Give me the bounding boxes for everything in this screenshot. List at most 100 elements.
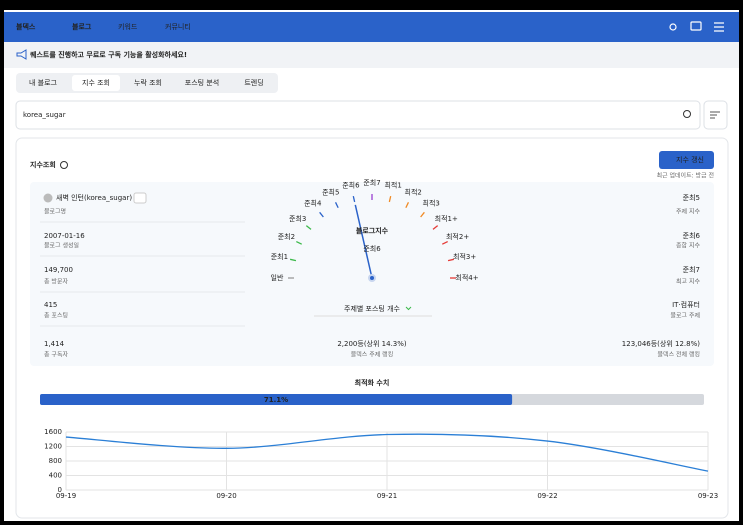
gauge-tick xyxy=(289,258,297,262)
gauge-label: 일반 xyxy=(271,273,284,282)
y-tick-label: 400 xyxy=(49,472,62,480)
search-value: korea_sugar xyxy=(23,111,66,119)
stat-value: 2007-01-16 xyxy=(44,232,85,240)
gauge-label: 준최4 xyxy=(304,199,322,208)
updated-text: 최근 업데이트: 방금 전 xyxy=(657,172,714,180)
stat-label: 블로그명 xyxy=(44,208,66,216)
nav-item[interactable]: 커뮤니티 xyxy=(165,22,191,31)
chat-icon[interactable] xyxy=(690,21,702,31)
stat-value: 새벽 인턴(korea_sugar) xyxy=(56,193,132,202)
stat-value: 123,046등(상위 12.8%) xyxy=(622,339,700,348)
card-title: 지수조회 xyxy=(30,160,56,169)
stat-label: 총 구독자 xyxy=(44,351,68,359)
x-tick-label: 09-21 xyxy=(377,492,397,500)
stat-label: 블로그 생성일 xyxy=(44,242,79,250)
y-tick-label: 1200 xyxy=(44,443,62,451)
gauge-label: 최적1 xyxy=(384,180,401,189)
y-tick-label: 1600 xyxy=(44,428,62,436)
banner xyxy=(4,42,739,68)
gauge-label: 준최2 xyxy=(278,232,295,241)
stat-value: 149,700 xyxy=(44,266,73,274)
nav-item[interactable]: 블로그 xyxy=(72,22,92,31)
topic-select[interactable]: 주제별 포스팅 개수 xyxy=(344,304,401,313)
refresh-button[interactable] xyxy=(659,151,714,169)
gauge-hub-dot xyxy=(370,276,374,280)
optimization-title: 최적화 수치 xyxy=(355,378,390,387)
help-icon[interactable] xyxy=(60,161,68,169)
gauge-tick xyxy=(432,225,439,230)
gauge-tick xyxy=(388,195,392,203)
gauge-tick xyxy=(441,240,448,245)
filter-icon xyxy=(710,111,720,119)
gauge-tick xyxy=(319,211,324,218)
gauge-tick xyxy=(305,225,312,230)
progress-label: 71.1% xyxy=(264,396,288,404)
gauge-label: 최적3+ xyxy=(453,252,476,261)
banner-text: 퀘스트를 진행하고 무료로 구독 기능을 활성화하세요! xyxy=(30,50,187,59)
gauge-label: 최적3 xyxy=(423,199,440,208)
y-tick-label: 800 xyxy=(49,457,62,465)
gauge-label: 준최7 xyxy=(363,178,380,187)
tab[interactable]: 내 블로그 xyxy=(29,78,58,87)
gauge-tick xyxy=(352,195,356,203)
x-tick-label: 09-22 xyxy=(537,492,557,500)
gauge-label: 준최1 xyxy=(271,252,288,261)
stat-label: 블로그 주제 xyxy=(670,312,700,320)
theme-icon[interactable] xyxy=(669,23,677,31)
header-icons xyxy=(669,21,724,32)
brand: 블덱스 xyxy=(16,22,36,31)
gauge-tick xyxy=(296,240,303,245)
stat-label: 최고 지수 xyxy=(676,278,700,286)
nav-item[interactable]: 키워드 xyxy=(118,22,138,31)
x-tick-label: 09-23 xyxy=(698,492,718,500)
gauge-needle xyxy=(354,204,373,279)
stat-value: IT·컴퓨터 xyxy=(672,300,700,309)
tab[interactable]: 누락 조회 xyxy=(134,79,162,87)
search-box[interactable] xyxy=(15,100,701,130)
gauge-tick xyxy=(334,202,339,209)
gauge-title: 블로그지수 xyxy=(356,226,389,235)
blog-select[interactable] xyxy=(133,192,147,204)
gauge-label: 최적1+ xyxy=(435,214,458,223)
gauge-label: 준최5 xyxy=(322,187,339,196)
line-series xyxy=(65,433,709,472)
gauge-label: 최적2+ xyxy=(446,232,469,241)
tab[interactable]: 지수 조회 xyxy=(82,78,110,87)
gauge-label: 준최3 xyxy=(289,214,306,223)
x-tick-label: 09-20 xyxy=(216,492,236,500)
menu-icon[interactable] xyxy=(714,22,724,32)
gauge-label: 최적2 xyxy=(405,187,422,196)
gauge-label: 준최6 xyxy=(342,180,360,189)
tab[interactable]: 포스팅 분석 xyxy=(185,78,219,87)
header xyxy=(4,12,739,42)
rank-label: 블덱스 주제 랭킹 xyxy=(351,351,393,359)
stat-label: 총 포스팅 xyxy=(44,312,68,320)
gauge-tick xyxy=(420,211,425,218)
y-tick-label: 0 xyxy=(58,486,62,494)
stat-value: 준최7 xyxy=(683,265,700,274)
gauge-tick xyxy=(447,258,455,262)
gauge-label: 최적4+ xyxy=(455,273,478,282)
refresh-label: 지수 갱신 xyxy=(676,155,704,164)
chevron xyxy=(405,306,412,311)
progress-fill xyxy=(40,394,513,405)
gauge-tick xyxy=(405,202,410,209)
gauge-value: 준최6 xyxy=(363,244,381,253)
search-icon[interactable] xyxy=(683,110,691,118)
active-tab xyxy=(72,75,120,91)
stat-label: 주제 지수 xyxy=(676,208,700,216)
stat-label: 총 방문자 xyxy=(44,278,68,286)
stat-value: 415 xyxy=(44,301,57,309)
stat-value: 준최6 xyxy=(683,231,701,240)
banner-icon xyxy=(16,49,27,60)
stat-label: 블덱스 전체 랭킹 xyxy=(658,351,700,359)
stat-label: 종합 지수 xyxy=(676,242,700,250)
stat-value: 1,414 xyxy=(44,340,65,348)
avatar xyxy=(43,193,53,203)
rank-value: 2,200등(상위 14.3%) xyxy=(337,339,407,348)
stat-value: 준최5 xyxy=(683,193,700,202)
x-tick-label: 09-19 xyxy=(56,492,76,500)
tab[interactable]: 트렌딩 xyxy=(244,78,263,87)
